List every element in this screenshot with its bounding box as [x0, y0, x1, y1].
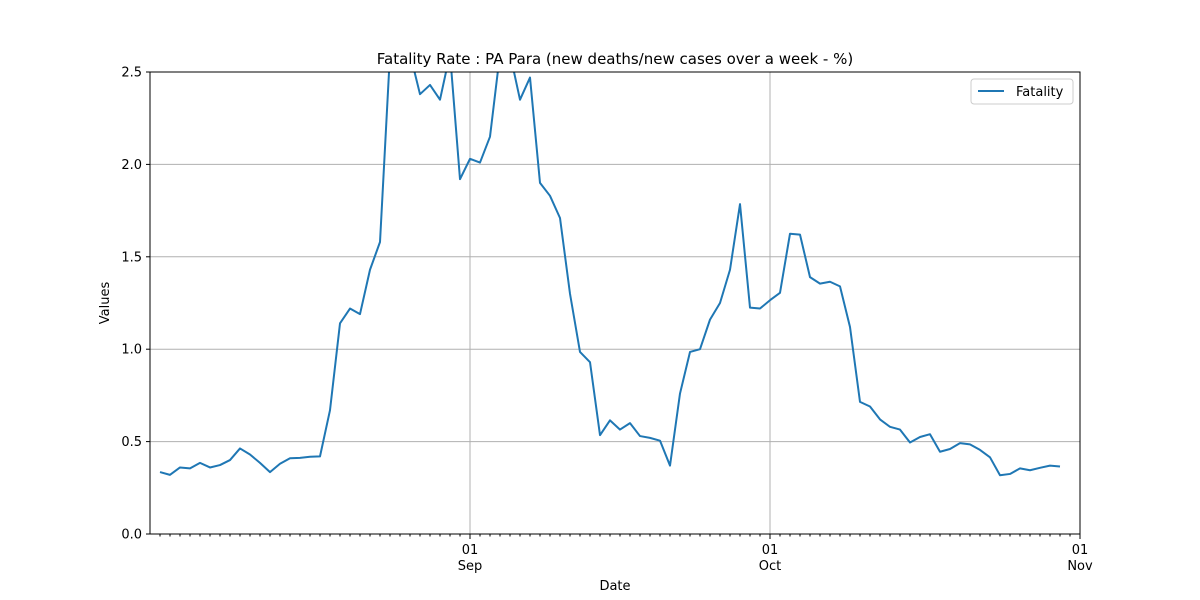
series-layer	[159, 72, 1061, 477]
series-line-fatality	[159, 72, 1061, 477]
y-tick-label: 1.5	[121, 250, 142, 265]
x-tick-label-month: Sep	[458, 559, 483, 574]
y-axis: 0.0 0.5 1.0 1.5 2.0 2.5	[121, 66, 150, 543]
legend: Fatality	[970, 78, 1074, 105]
y-tick-label: 0.0	[121, 528, 142, 543]
x-tick-label-month: Nov	[1067, 559, 1093, 574]
legend-label-fatality: Fatality	[1016, 85, 1064, 100]
chart-title: Fatality Rate : PA Para (new deaths/new …	[377, 50, 853, 68]
x-tick-label-day: 01	[762, 543, 779, 558]
x-axis-label: Date	[599, 579, 630, 594]
y-tick-label: 2.0	[121, 158, 142, 173]
y-tick-label: 2.5	[121, 66, 142, 81]
x-tick-label-month: Oct	[759, 559, 781, 574]
x-tick-label-day: 01	[462, 543, 479, 558]
y-tick-label: 0.5	[121, 435, 142, 450]
plot-frame	[149, 71, 1081, 535]
y-tick-label: 1.0	[121, 343, 142, 358]
x-tick-label-day: 01	[1072, 543, 1089, 558]
y-axis-label: Values	[98, 282, 113, 325]
legend-box	[970, 78, 1074, 105]
